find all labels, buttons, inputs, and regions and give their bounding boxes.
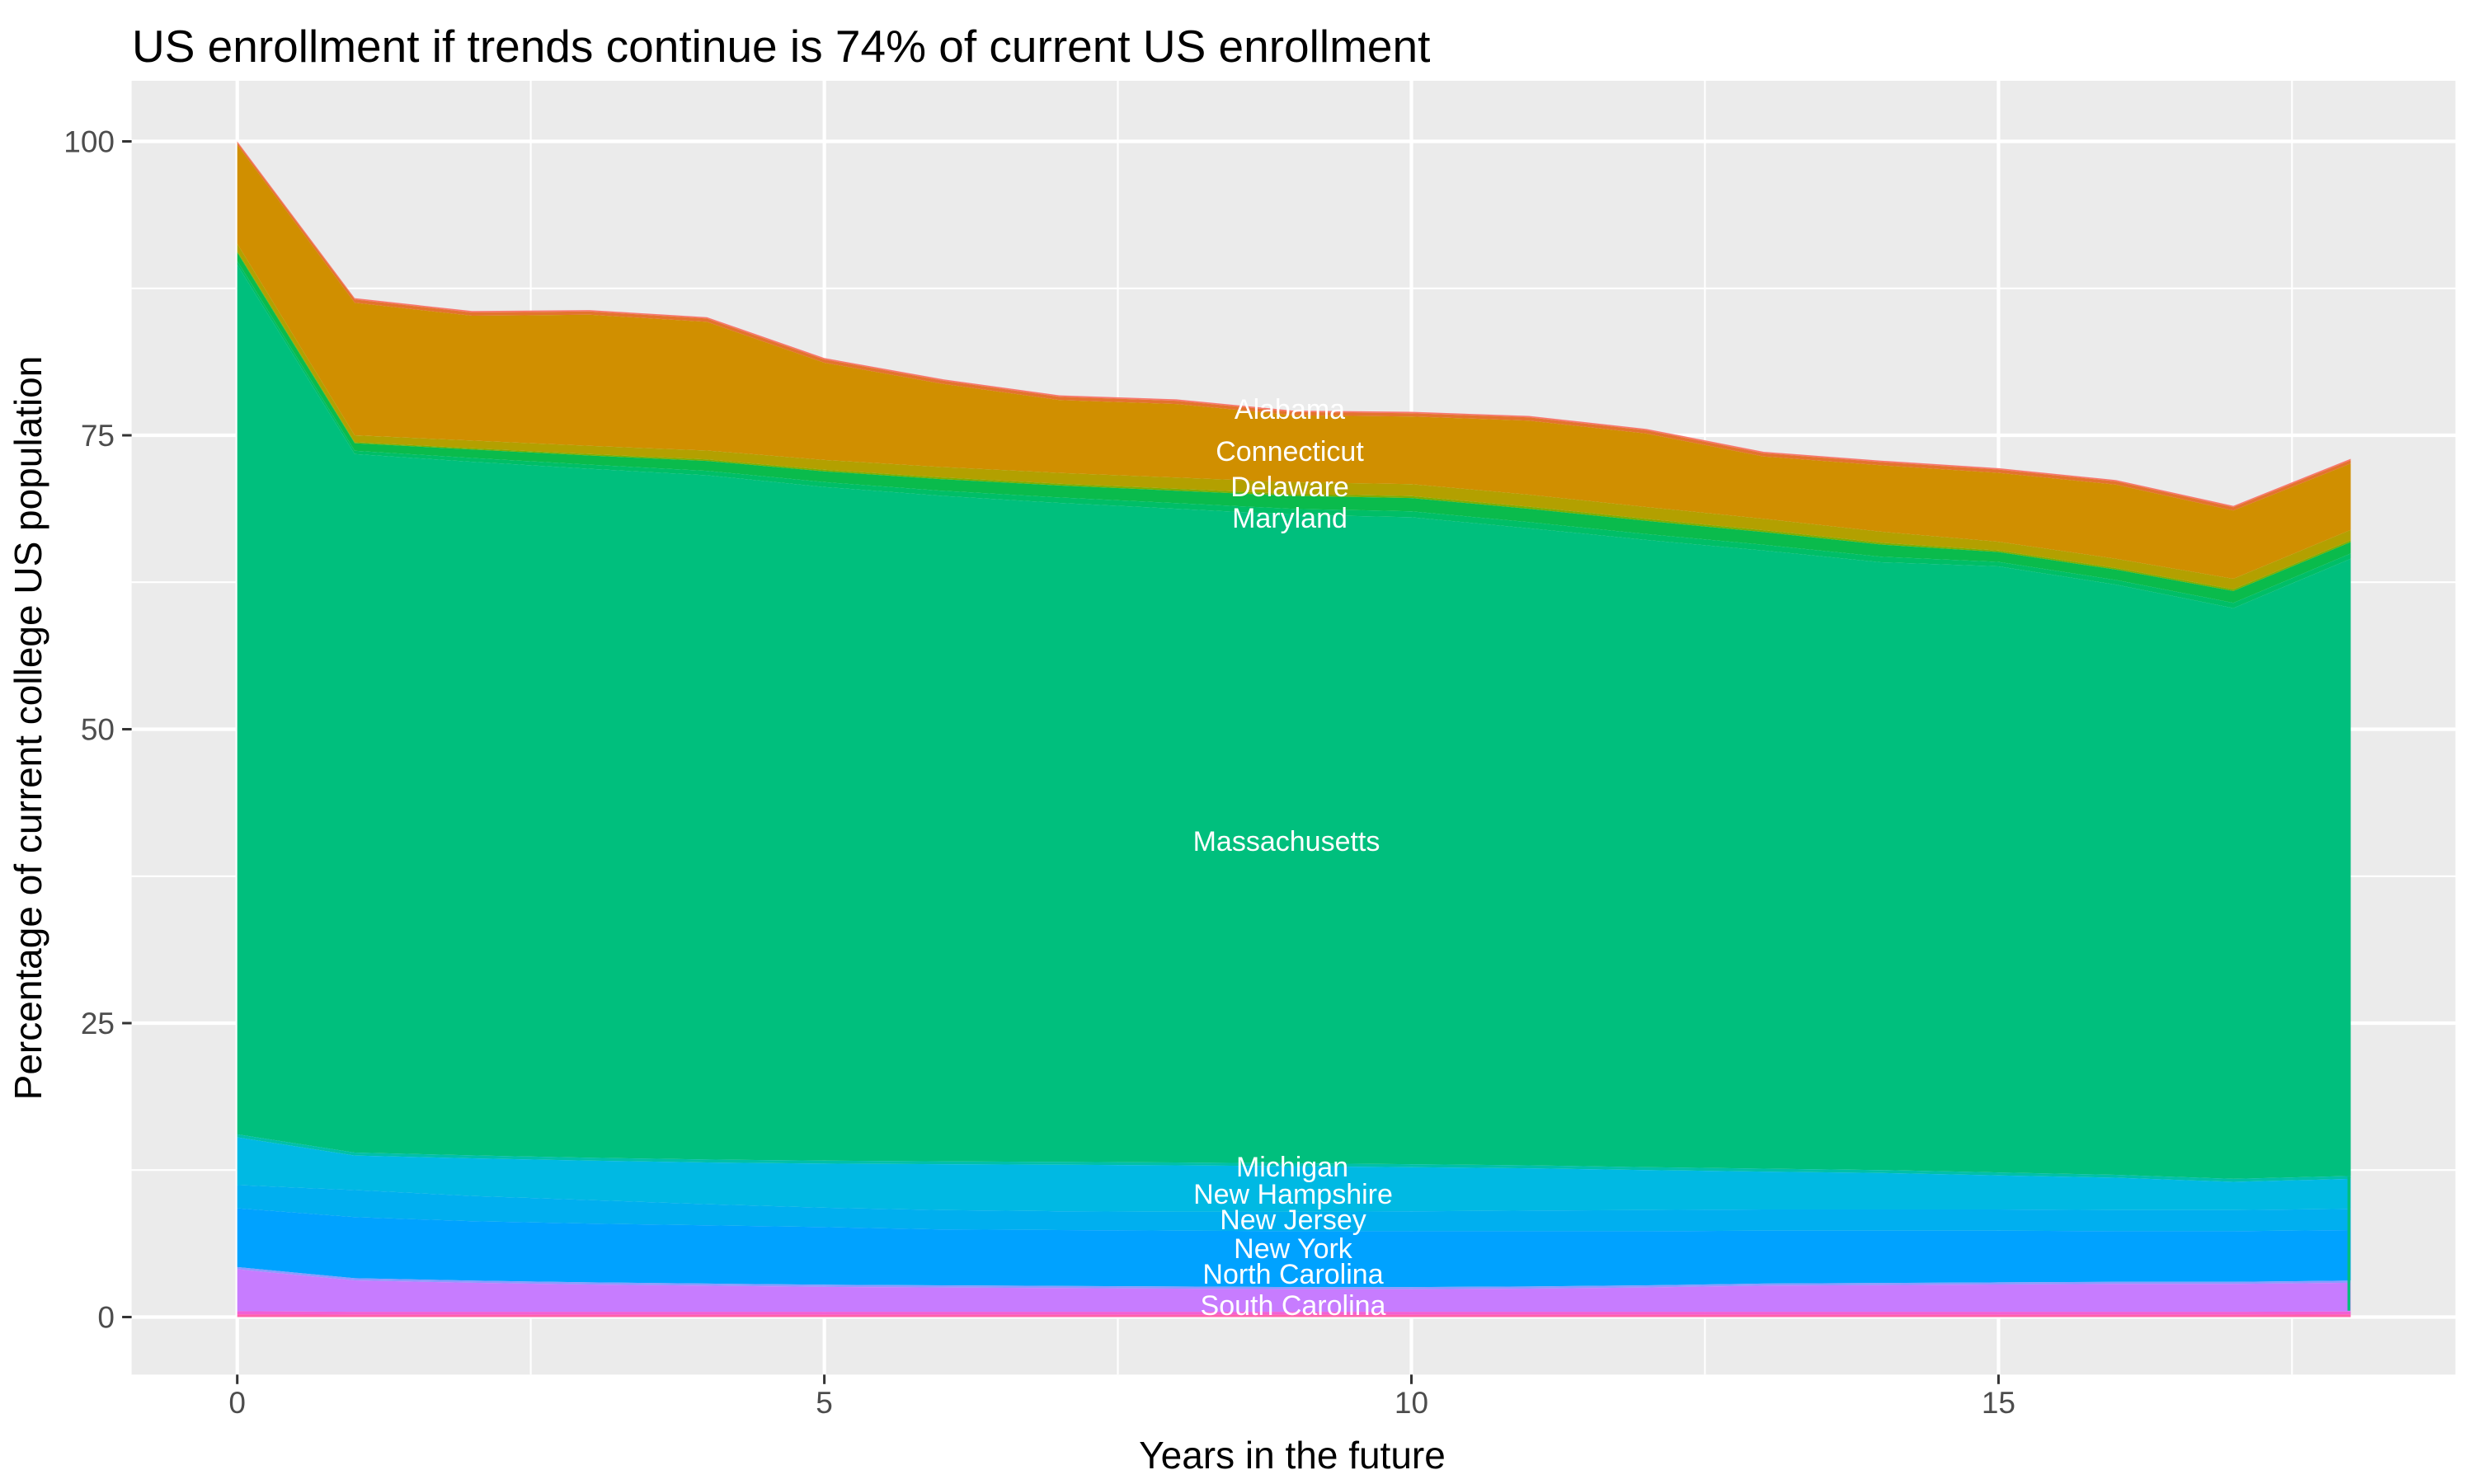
svg-text:Massachusetts: Massachusetts <box>1193 826 1380 857</box>
svg-text:US enrollment if trends contin: US enrollment if trends continue is 74% … <box>132 21 1430 72</box>
svg-text:Alabama: Alabama <box>1235 394 1345 425</box>
svg-text:75: 75 <box>81 419 115 453</box>
svg-text:Years in the future: Years in the future <box>1139 1434 1446 1477</box>
svg-text:5: 5 <box>816 1386 833 1420</box>
svg-text:North Carolina: North Carolina <box>1202 1259 1383 1290</box>
svg-text:Delaware: Delaware <box>1230 472 1349 503</box>
svg-text:South Carolina: South Carolina <box>1201 1290 1386 1322</box>
svg-text:10: 10 <box>1395 1386 1428 1420</box>
svg-text:New Hampshire: New Hampshire <box>1193 1179 1393 1210</box>
svg-text:25: 25 <box>81 1007 115 1040</box>
svg-text:100: 100 <box>63 125 115 159</box>
svg-text:50: 50 <box>81 713 115 747</box>
svg-text:Percentage of current college: Percentage of current college US populat… <box>7 356 49 1101</box>
svg-text:Maryland: Maryland <box>1232 503 1348 534</box>
svg-text:Michigan: Michigan <box>1236 1152 1348 1183</box>
svg-text:Connecticut: Connecticut <box>1216 436 1364 467</box>
svg-text:0: 0 <box>228 1386 246 1420</box>
svg-text:0: 0 <box>97 1301 115 1335</box>
svg-text:15: 15 <box>1982 1386 2015 1420</box>
svg-text:New York: New York <box>1234 1233 1353 1265</box>
svg-text:New Jersey: New Jersey <box>1220 1205 1366 1236</box>
